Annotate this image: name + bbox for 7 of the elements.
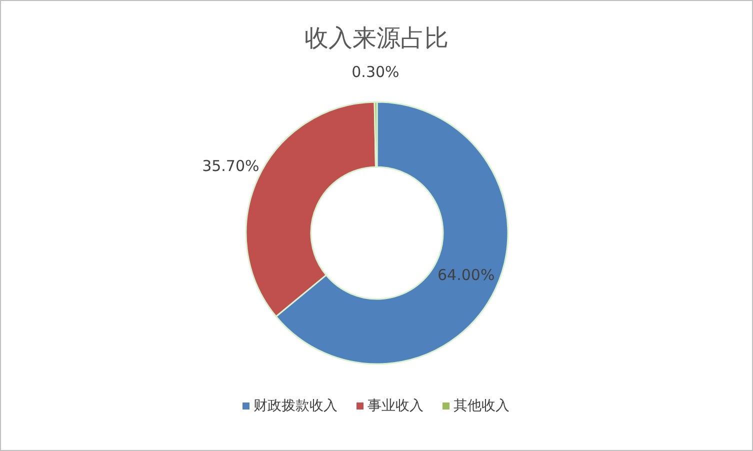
title: 收入来源占比 — [304, 24, 448, 52]
legend-label: 其他收入 — [454, 398, 510, 414]
legend-label: 财政拨款收入 — [254, 398, 338, 414]
data-label: 35.70% — [202, 156, 260, 175]
legend-label: 事业收入 — [368, 398, 424, 414]
data-label: 0.30% — [352, 63, 400, 81]
data-label: 64.00% — [438, 266, 495, 284]
